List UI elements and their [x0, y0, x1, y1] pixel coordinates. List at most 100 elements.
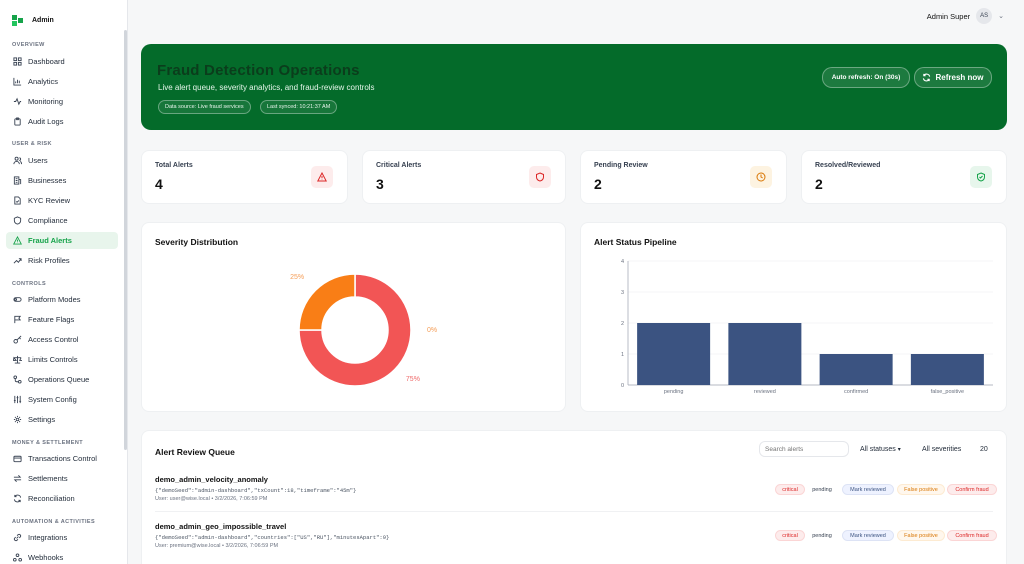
sidebar-item-users[interactable]: Users — [6, 152, 118, 169]
false-positive-button[interactable]: False positive — [897, 484, 945, 495]
stat-label: Critical Alerts — [376, 162, 422, 169]
sidebar-item-label: Reconciliation — [28, 494, 75, 503]
stat-card-pending-review: Pending Review 2 — [580, 150, 787, 204]
key-icon — [13, 335, 22, 344]
bar-false_positive[interactable] — [910, 354, 984, 385]
sidebar-item-limits-controls[interactable]: Limits Controls — [6, 351, 118, 368]
page-subtitle: Live alert queue, severity analytics, an… — [158, 83, 375, 92]
flag-icon — [14, 315, 22, 324]
alert-review-queue: Alert Review Queue All statuses ▾ All se… — [141, 430, 1007, 564]
stat-value: 2 — [594, 176, 602, 192]
stat-label: Pending Review — [594, 162, 648, 169]
mark-reviewed-button[interactable]: Mark reviewed — [842, 484, 894, 495]
sidebar-item-analytics[interactable]: Analytics — [6, 73, 118, 90]
confirm-fraud-button[interactable]: Confirm fraud — [947, 530, 997, 541]
row-divider — [155, 511, 993, 512]
section-user-risk: USER & RISK — [12, 141, 52, 147]
avatar[interactable]: AS — [976, 8, 993, 24]
brand[interactable]: Admin — [0, 0, 127, 32]
pie-slice-critical[interactable] — [298, 273, 412, 387]
false-positive-button[interactable]: False positive — [897, 530, 945, 541]
sidebar-item-label: Integrations — [28, 533, 68, 542]
toggle-icon — [13, 297, 22, 302]
severity-filter-value: All severities — [922, 445, 962, 453]
section-automation: AUTOMATION & ACTIVITIES — [12, 519, 96, 525]
sidebar-item-businesses[interactable]: Businesses — [6, 172, 118, 189]
sliders-icon — [13, 395, 22, 404]
sidebar-item-label: Settings — [28, 415, 56, 424]
pie-label-other: 0% — [427, 327, 437, 334]
sidebar-item-audit-logs[interactable]: Audit Logs — [6, 113, 118, 130]
sidebar-item-label: Access Control — [28, 335, 79, 344]
sidebar-item-operations-queue[interactable]: Operations Queue — [6, 371, 118, 388]
search-input[interactable] — [759, 441, 849, 457]
panel-title: Alert Status Pipeline — [594, 237, 677, 247]
webhook-icon — [13, 553, 22, 562]
sidebar-item-settings[interactable]: Settings — [6, 411, 118, 428]
severity-filter-select[interactable]: All severities — [922, 441, 961, 457]
stat-value: 3 — [376, 176, 384, 192]
mark-reviewed-button[interactable]: Mark reviewed — [842, 530, 894, 541]
stat-value: 2 — [815, 176, 823, 192]
gear-icon — [13, 415, 22, 424]
sidebar-item-settlements[interactable]: Settlements — [6, 470, 118, 487]
pipeline-bar-chart: 0 1 2 3 4 pending reviewed confirmed false_posit… — [621, 259, 993, 395]
sidebar-item-feature-flags[interactable]: Feature Flags — [6, 311, 118, 328]
bar-confirmed[interactable] — [819, 354, 893, 385]
exchange-icon — [13, 475, 22, 482]
grid-icon — [13, 57, 22, 66]
shield-icon — [13, 216, 22, 225]
user-name[interactable]: Admin Super — [926, 11, 971, 21]
page-size-select[interactable]: 20 — [980, 441, 988, 457]
sidebar-item-system-config[interactable]: System Config — [6, 391, 118, 408]
severity-distribution-panel: Severity Distribution 75% 25% 0% — [141, 222, 566, 412]
sidebar-item-platform-modes[interactable]: Platform Modes — [6, 291, 118, 308]
sidebar-item-dashboard[interactable]: Dashboard — [6, 53, 118, 70]
sidebar-item-reconciliation[interactable]: Reconciliation — [6, 490, 118, 507]
sidebar-item-risk-profiles[interactable]: Risk Profiles — [6, 252, 118, 269]
pie-label-high: 25% — [290, 274, 304, 281]
alert-status-pipeline-panel: Alert Status Pipeline 0 1 2 3 4 pending review… — [580, 222, 1007, 412]
stat-icon-box — [750, 166, 772, 188]
alert-user: User: user@wise.local • 3/2/2026, 7:06:5… — [155, 496, 268, 502]
sidebar-item-label: Users — [28, 156, 48, 165]
sidebar-item-label: System Config — [28, 395, 77, 404]
sidebar-item-label: Businesses — [28, 176, 67, 185]
workflow-icon — [13, 375, 22, 384]
bar-reviewed[interactable] — [728, 323, 802, 385]
sidebar-item-label: KYC Review — [28, 196, 71, 205]
chevron-down-icon[interactable]: ⌄ — [998, 13, 1004, 20]
sidebar-item-label: Audit Logs — [28, 117, 64, 126]
sidebar-item-kyc-review[interactable]: KYC Review — [6, 192, 118, 209]
section-overview: OVERVIEW — [12, 42, 45, 48]
sidebar-item-label: Transactions Control — [28, 454, 97, 463]
sidebar-item-fraud-alerts[interactable]: Fraud Alerts — [6, 232, 118, 249]
sidebar-item-integrations[interactable]: Integrations — [6, 529, 118, 546]
alert-name: demo_admin_geo_impossible_travel — [155, 522, 287, 531]
sidebar-item-label: Operations Queue — [28, 375, 90, 384]
hero-banner: Fraud Detection Operations Live alert qu… — [141, 44, 1007, 130]
sidebar-item-monitoring[interactable]: Monitoring — [6, 93, 118, 110]
activity-icon — [13, 97, 22, 106]
warning-triangle-icon — [13, 236, 22, 245]
severity-badge: critical — [775, 484, 805, 495]
bar-pending[interactable] — [637, 323, 711, 385]
building-icon — [13, 176, 22, 185]
sidebar-item-webhooks[interactable]: Webhooks — [6, 549, 118, 564]
sidebar-item-label: Compliance — [28, 216, 68, 225]
status-filter-select[interactable]: All statuses ▾ — [860, 441, 901, 457]
brand-name: Admin — [32, 17, 54, 24]
auto-refresh-toggle[interactable]: Auto refresh: On (30s) — [822, 67, 910, 88]
severity-donut-chart: 75% 25% 0% — [290, 273, 437, 387]
pie-slice-high[interactable] — [298, 273, 356, 331]
status-badge: pending — [812, 532, 832, 539]
page-size-value: 20 — [980, 445, 988, 453]
file-check-icon — [14, 196, 21, 205]
sidebar-item-transactions-control[interactable]: Transactions Control — [6, 450, 118, 467]
refresh-now-button[interactable]: Refresh now — [914, 67, 992, 88]
sidebar-scrollbar[interactable] — [124, 30, 127, 450]
x-tick-label: false_positive — [931, 389, 964, 395]
sidebar-item-compliance[interactable]: Compliance — [6, 212, 118, 229]
confirm-fraud-button[interactable]: Confirm fraud — [947, 484, 997, 495]
sidebar-item-access-control[interactable]: Access Control — [6, 331, 118, 348]
